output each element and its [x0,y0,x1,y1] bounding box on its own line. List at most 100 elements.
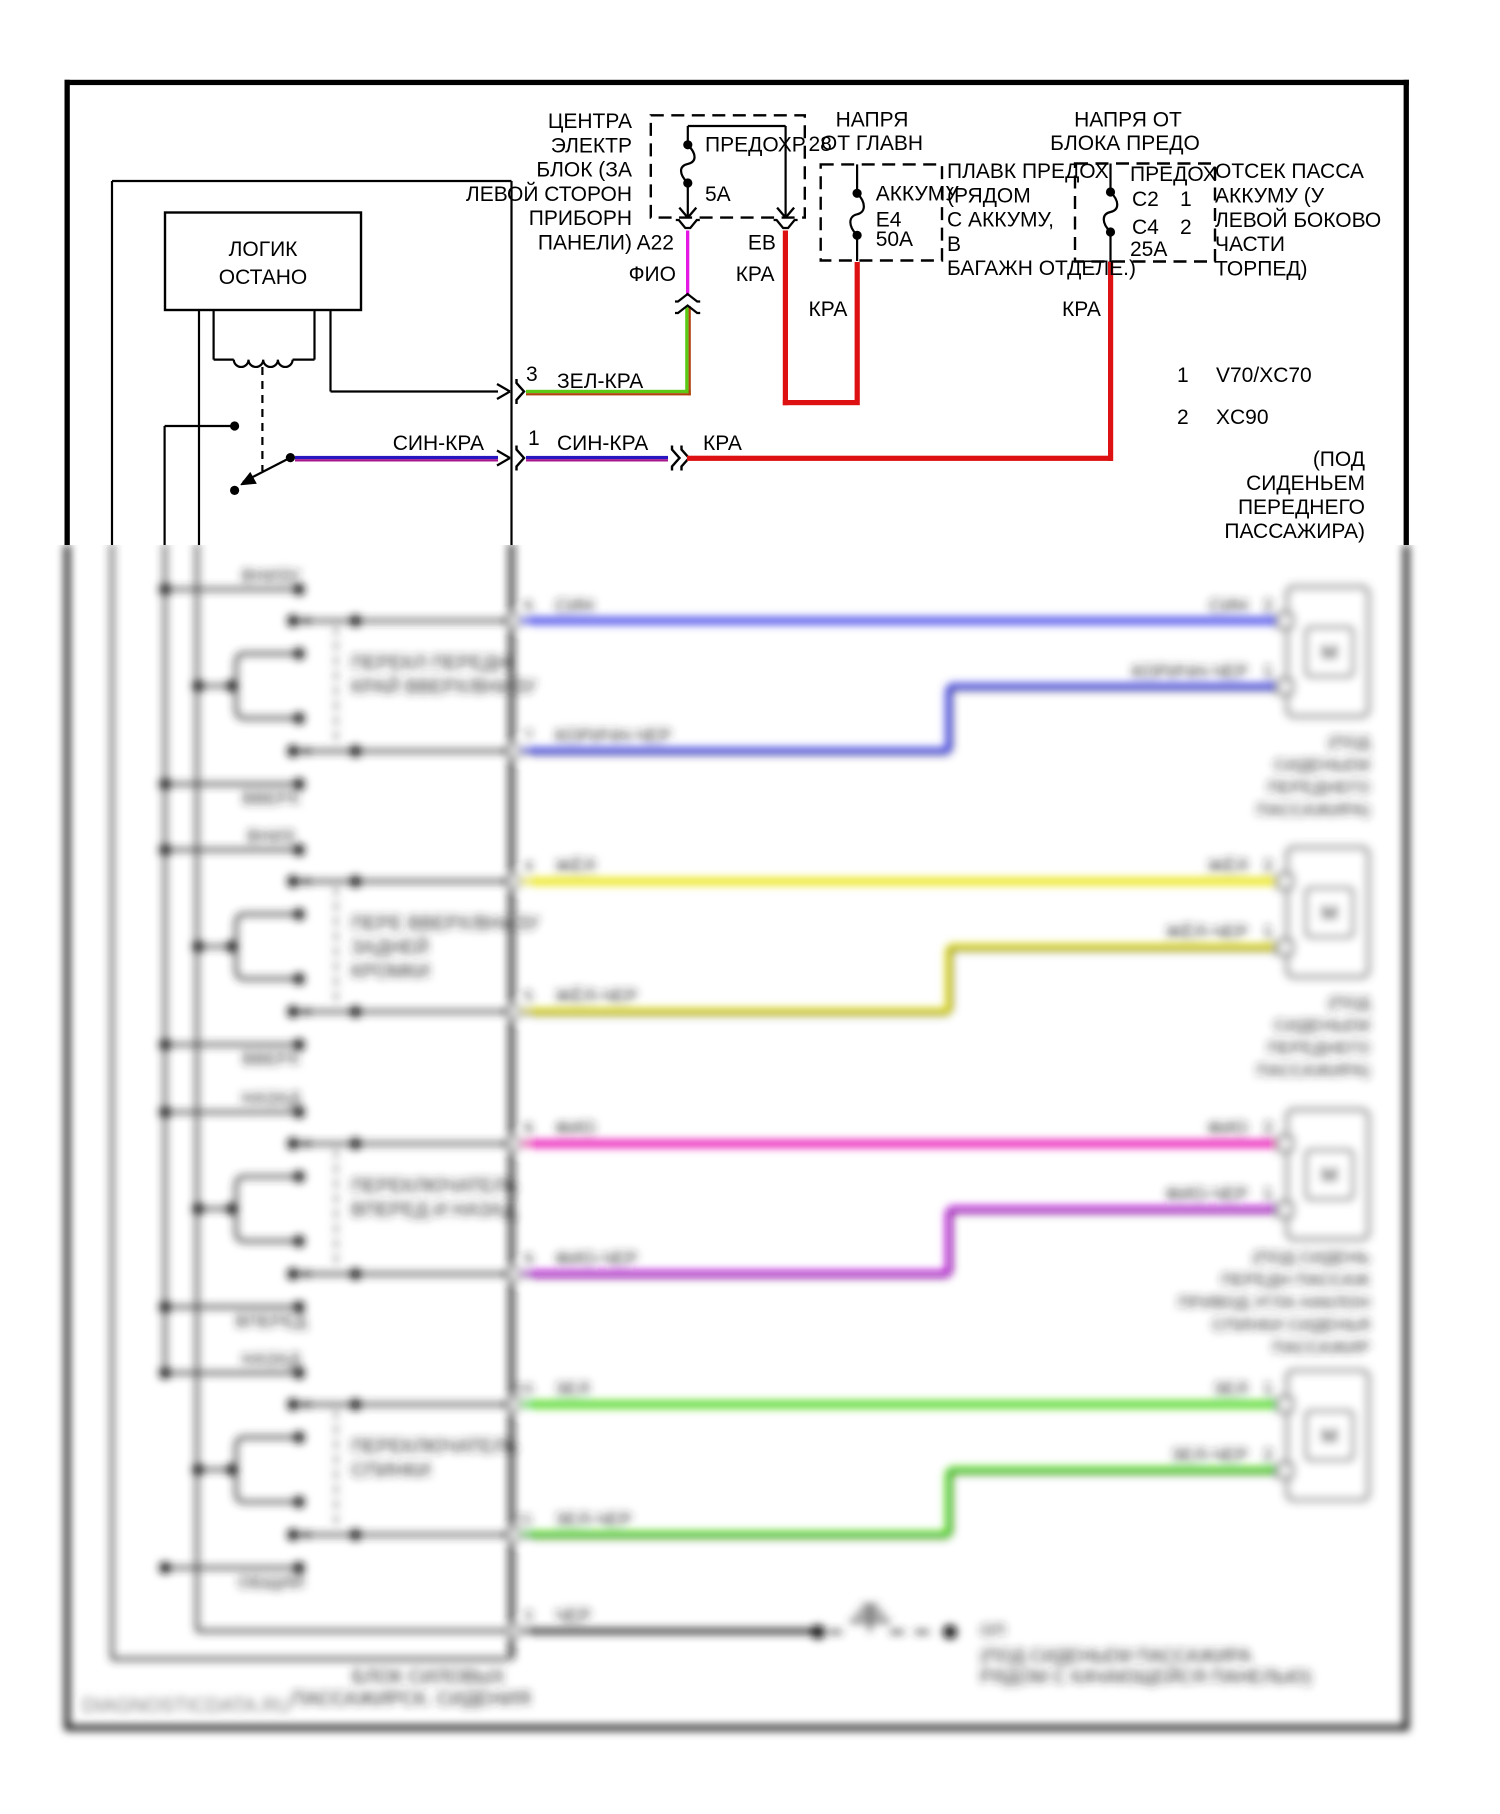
svg-text:СПИНКИ СИДЕНЬЯ: СПИНКИ СИДЕНЬЯ [1212,1316,1370,1335]
svg-text:СИДЕНЬЕМ: СИДЕНЬЕМ [1274,756,1370,775]
svg-text:(ПОД СИДЕНЬ: (ПОД СИДЕНЬ [1252,1248,1370,1267]
svg-text:КОРИЧН-ЧЕР 1: КОРИЧН-ЧЕР 1 [1132,662,1273,682]
svg-text:ФИО-ЧЕР: ФИО-ЧЕР [555,1249,638,1269]
svg-text:М: М [1321,1164,1339,1187]
svg-text:НАПРЯ: НАПРЯ [836,109,909,132]
svg-text:2: 2 [524,1607,533,1626]
svg-text:ПЕРЕКЛЮЧАТЕЛЬ: ПЕРЕКЛЮЧАТЕЛЬ [351,1176,518,1197]
svg-text:ЗАДНЕЙ: ЗАДНЕЙ [351,937,429,959]
svg-text:25А: 25А [1130,238,1167,261]
svg-text:10: 10 [514,1381,533,1400]
svg-text:РЯДОМ С КАЧАЮЩЕЙСЯ ПАНЕЛЬЮ): РЯДОМ С КАЧАЮЩЕЙСЯ ПАНЕЛЬЮ) [980,1666,1312,1687]
svg-text:ФИО-ЧЕР 1: ФИО-ЧЕР 1 [1165,1185,1273,1205]
svg-text:С4: С4 [1132,216,1159,239]
svg-text:ПЕРЕКЛЮЧАТЕЛЬ: ПЕРЕКЛЮЧАТЕЛЬ [351,1437,518,1458]
svg-text:КОРИЧН-ЧЕР: КОРИЧН-ЧЕР [555,726,671,746]
svg-text:ПАССАЖИРА): ПАССАЖИРА) [1256,1061,1370,1080]
svg-text:АККУМУ (У: АККУМУ (У [1215,184,1325,207]
svg-text:ПАССАЖИР: ПАССАЖИР [1272,1338,1370,1357]
svg-text:ФИО: ФИО [555,1119,596,1139]
svg-text:ОТ ГЛАВН: ОТ ГЛАВН [821,132,923,155]
svg-text:ПЕРЕДН ПАССАЖ: ПЕРЕДН ПАССАЖ [1221,1271,1370,1290]
svg-text:ЛЕВОЙ БОКОВО: ЛЕВОЙ БОКОВО [1215,208,1381,232]
svg-text:7: 7 [524,727,533,746]
svg-text:СИН 2: СИН 2 [1209,596,1273,616]
svg-text:1: 1 [528,427,540,450]
svg-text:АККУМУ: АККУМУ [876,183,960,206]
svg-text:8: 8 [524,1120,533,1139]
svg-text:ВНИЗ: ВНИЗ [247,826,294,846]
svg-text:V70/XC70: V70/XC70 [1216,364,1312,387]
svg-text:ПАНЕЛИ): ПАНЕЛИ) [538,232,632,255]
svg-text:ОТСЕК ПАССА: ОТСЕК ПАССА [1215,160,1364,183]
svg-text:ВВЕРХ: ВВЕРХ [242,788,300,808]
svg-text:ТОРПЕД): ТОРПЕД) [1215,258,1308,281]
svg-text:ПЕРЕ ВВЕРХ/ВНИЗУ: ПЕРЕ ВВЕРХ/ВНИЗУ [351,914,540,935]
svg-text:ПЕРЕДНЕГО: ПЕРЕДНЕГО [1267,778,1370,797]
svg-text:ЦЕНТРА: ЦЕНТРА [548,110,632,133]
svg-text:ПРИБОРН: ПРИБОРН [529,207,632,230]
svg-text:ЖЁЛ 2: ЖЁЛ 2 [1208,856,1273,876]
svg-text:КРА: КРА [1062,298,1101,321]
svg-text:М: М [1321,641,1339,664]
svg-text:СИН-КРА: СИН-КРА [393,432,484,455]
svg-text:11: 11 [515,1511,533,1530]
svg-text:(ПОД: (ПОД [1328,994,1371,1013]
svg-text:С АККУМУ,: С АККУМУ, [947,209,1054,232]
svg-text:СПИНКИ: СПИНКИ [351,1461,430,1482]
svg-text:ПРЕДОХР: ПРЕДОХР [705,134,806,157]
svg-text:ФИО: ФИО [629,263,676,286]
svg-text:28: 28 [809,133,832,156]
svg-text:3: 3 [526,363,538,386]
svg-text:СИН-КРА: СИН-КРА [557,432,648,455]
svg-text:5А: 5А [705,183,731,206]
svg-text:НАЗАД: НАЗАД [242,1088,301,1108]
svg-text:БАГАЖН ОТДЕЛЕ.): БАГАЖН ОТДЕЛЕ.) [947,257,1136,280]
svg-text:ЧАСТИ: ЧАСТИ [1215,233,1285,256]
svg-text:ФИО 2: ФИО 2 [1207,1119,1273,1139]
svg-text:2: 2 [1177,406,1189,429]
svg-text:КРА: КРА [809,298,848,321]
svg-text:БЛОК (ЗА: БЛОК (ЗА [536,159,632,182]
svg-text:НАПРЯ ОТ: НАПРЯ ОТ [1074,109,1182,132]
svg-text:В: В [947,233,961,256]
svg-text:ЭЛЕКТР: ЭЛЕКТР [551,134,632,157]
svg-text:(РЯДОМ: (РЯДОМ [947,184,1031,207]
svg-text:ВВЕРХ: ВВЕРХ [242,1049,300,1069]
svg-text:ЗЕЛ 1: ЗЕЛ 1 [1213,1380,1273,1400]
svg-text:М: М [1321,1425,1339,1448]
svg-text:ВНИЗУ: ВНИЗУ [242,565,301,585]
svg-text:КРОМКИ: КРОМКИ [351,962,430,983]
svg-text:6: 6 [524,597,533,616]
svg-text:ВПЕРЕД И НАЗАД: ВПЕРЕД И НАЗАД [351,1200,516,1221]
svg-text:БЛОК СИЛОВЫХ: БЛОК СИЛОВЫХ [352,1667,505,1688]
svg-text:9: 9 [524,1250,533,1269]
svg-text:СИН: СИН [555,596,594,616]
svg-text:ОСТАНО: ОСТАНО [219,266,307,289]
svg-text:ЗЕЛ-КРА: ЗЕЛ-КРА [557,370,643,393]
svg-text:М: М [1321,902,1339,925]
svg-text:ПАССАЖИРА): ПАССАЖИРА) [1224,520,1365,543]
svg-text:ЗЕЛ-ЧЕР: ЗЕЛ-ЧЕР [555,1510,632,1530]
svg-text:СИДЕНЬЕМ: СИДЕНЬЕМ [1246,472,1365,495]
svg-text:ЗЕЛ-ЧЕР 2: ЗЕЛ-ЧЕР 2 [1171,1446,1273,1466]
svg-text:ЖЁЛ: ЖЁЛ [555,856,595,876]
svg-text:ЖЁЛ-ЧЕР 1: ЖЁЛ-ЧЕР 1 [1166,922,1273,942]
svg-text:ОБЩИЙ: ОБЩИЙ [238,1571,305,1592]
svg-text:(ПОД: (ПОД [1328,733,1371,752]
svg-text:XC90: XC90 [1216,406,1269,429]
svg-text:ПРИВОД УГЛА НАКЛОН: ПРИВОД УГЛА НАКЛОН [1178,1293,1370,1312]
svg-text:ЛОГИК: ЛОГИК [229,238,299,261]
svg-text:(ПОД: (ПОД [1313,448,1365,471]
svg-text:ЧЕР: ЧЕР [555,1606,591,1626]
svg-text:КРА: КРА [736,263,775,286]
svg-text:ЖЁЛ-ЧЕР: ЖЁЛ-ЧЕР [555,987,637,1007]
svg-text:DIAGNOSTICDATA.RU: DIAGNOSTICDATA.RU [82,1695,291,1717]
svg-text:2: 2 [1180,216,1192,239]
svg-text:(ПОД СИДЕНЬЕМ ПАССАЖИРА: (ПОД СИДЕНЬЕМ ПАССАЖИРА [980,1646,1251,1666]
svg-text:НАЗАД: НАЗАД [242,1349,301,1369]
svg-text:А22: А22 [637,232,674,255]
svg-text:КРА: КРА [703,432,742,455]
svg-text:ЗЕЛ: ЗЕЛ [555,1380,590,1400]
svg-text:50А: 50А [876,228,913,251]
